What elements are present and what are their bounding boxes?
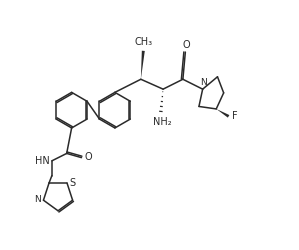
Polygon shape <box>141 51 145 79</box>
Text: O: O <box>85 152 92 162</box>
Text: CH₃: CH₃ <box>134 37 152 47</box>
Text: O: O <box>183 40 190 50</box>
Text: N: N <box>34 195 41 204</box>
Text: NH₂: NH₂ <box>152 117 171 127</box>
Text: HN: HN <box>35 156 50 166</box>
Polygon shape <box>216 109 229 118</box>
Text: S: S <box>69 178 76 188</box>
Text: F: F <box>232 111 238 121</box>
Text: N: N <box>200 78 207 87</box>
